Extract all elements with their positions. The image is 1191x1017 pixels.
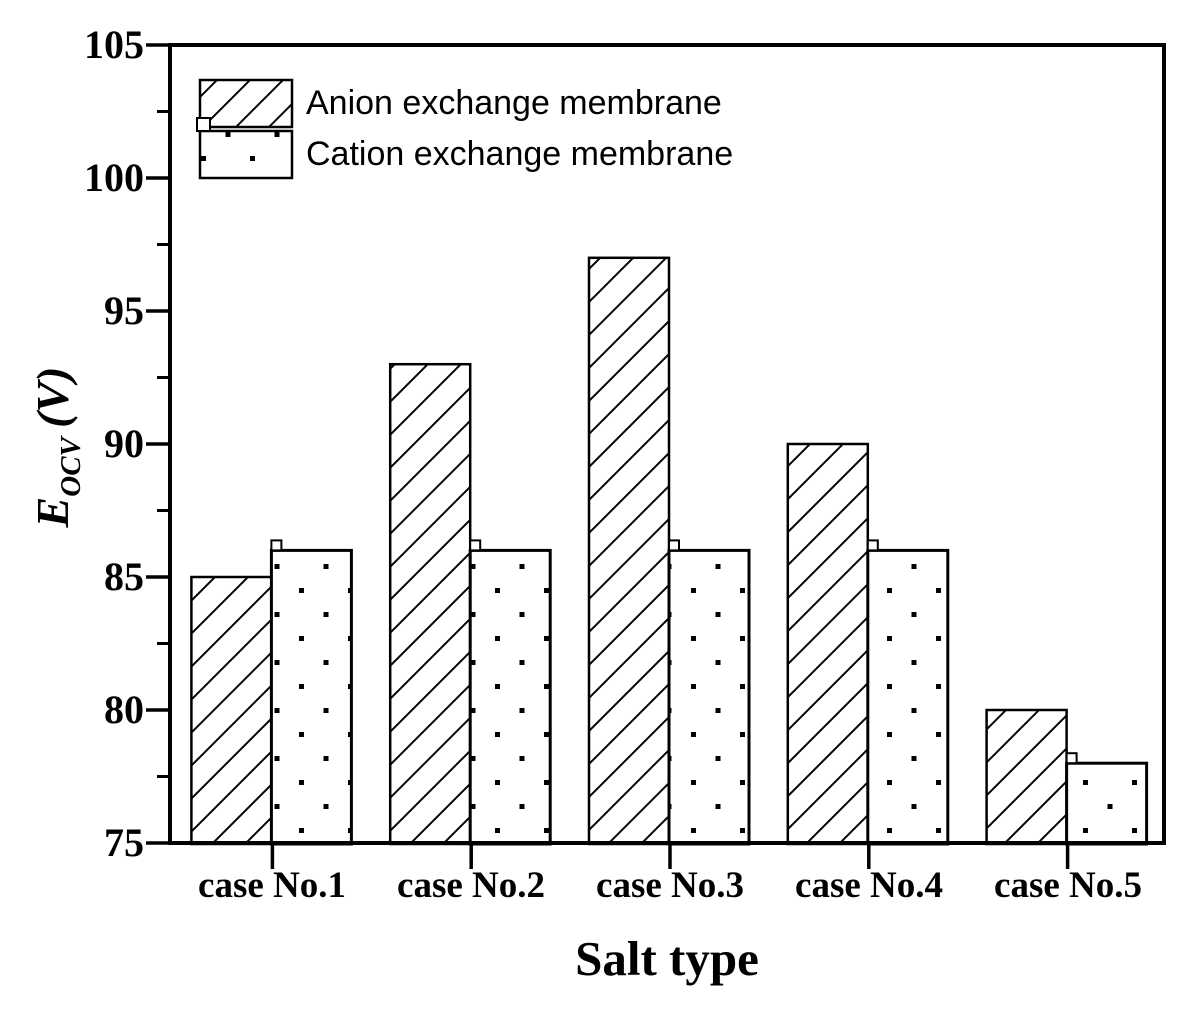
x-category-label: case No.2 — [397, 865, 545, 906]
error-cap-cation-3 — [668, 539, 680, 552]
plot-border — [168, 43, 1166, 845]
y-tick-label: 100 — [84, 155, 144, 200]
x-category-label: case No.5 — [994, 865, 1142, 906]
error-cap-cation-4 — [866, 539, 879, 552]
error-cap-cation-5 — [1065, 752, 1078, 765]
x-category-label: case No.4 — [795, 865, 943, 906]
y-axis-unit: (V) — [27, 366, 78, 428]
x-axis-title: Salt type — [575, 931, 759, 986]
legend-label-cation: Cation exchange membrane — [306, 135, 734, 173]
y-tick-label: 105 — [84, 22, 144, 67]
error-cap-cation-1 — [270, 539, 283, 552]
x-category-label: case No.1 — [198, 865, 346, 906]
y-tick-label: 95 — [104, 288, 144, 333]
legend-label-anion: Anion exchange membrane — [306, 84, 722, 122]
legend-swatch-cation — [198, 129, 294, 180]
y-tick-label: 90 — [104, 421, 144, 466]
y-tick-label: 80 — [104, 687, 144, 732]
legend-swatch-anion — [198, 78, 294, 129]
y-axis-title: EOCV (V) — [23, 282, 87, 612]
legend-error-cap-marker — [196, 117, 211, 132]
y-axis-symbol: E — [27, 496, 78, 528]
y-tick-label: 85 — [104, 554, 144, 599]
x-category-label: case No.3 — [596, 865, 744, 906]
y-axis-subscript: OCV — [55, 437, 87, 497]
y-tick-label: 75 — [104, 820, 144, 865]
error-cap-cation-2 — [469, 539, 482, 552]
